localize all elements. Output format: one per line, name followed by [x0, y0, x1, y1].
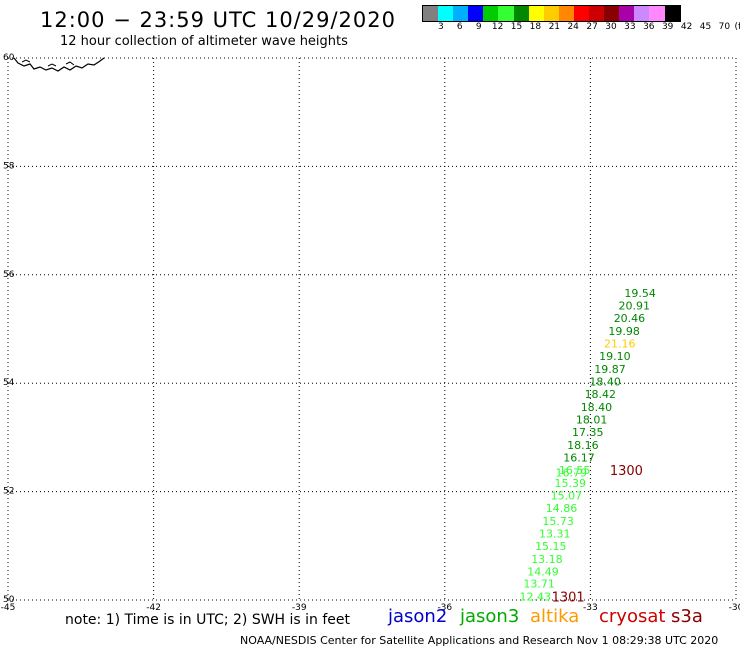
legend-cryosat: cryosat: [599, 606, 666, 627]
wave-height-value: 16.17: [563, 451, 595, 464]
color-swatch: [664, 6, 680, 21]
color-scale-tick-label: 45: [699, 22, 712, 32]
color-swatch: [468, 6, 484, 21]
color-scale-tick-label: 9: [475, 22, 482, 32]
color-swatch: [619, 6, 635, 21]
lat-tick-label: 60: [3, 53, 15, 63]
lat-tick-label: 50: [3, 595, 15, 605]
color-swatch: [558, 6, 574, 21]
wave-height-value: 18.01: [576, 414, 608, 427]
coastline-path: [13, 57, 105, 72]
lat-tick-label: 58: [3, 161, 15, 171]
lat-tick-label: 52: [3, 487, 14, 497]
credit-line: NOAA/NESDIS Center for Satellite Applica…: [240, 634, 719, 647]
wave-height-value: 21.16: [604, 338, 636, 351]
axis-tick-labels: -45 -42 -39 -36 -33 -30 50 52 54 56 58 60: [1, 53, 740, 613]
color-scale-tick-label: 70: [718, 22, 731, 32]
wave-height-value: 20.91: [619, 300, 651, 313]
wave-height-value: 19.54: [624, 287, 656, 300]
wave-height-value: 16.79: [555, 467, 587, 480]
legend-altika: altika: [530, 606, 580, 627]
wave-height-value: 18.16: [567, 439, 599, 452]
lat-tick-label: 56: [3, 270, 15, 280]
wave-height-value: 19.98: [608, 325, 640, 338]
color-swatch: [604, 6, 620, 21]
color-scale-tick-label: 6: [456, 22, 463, 32]
page-title: 12:00 − 23:59 UTC 10/29/2020: [40, 8, 397, 32]
lon-tick-label: -36: [437, 603, 452, 613]
lon-tick-label: -30: [729, 603, 740, 613]
color-scale-tick-label: 30: [605, 22, 617, 32]
time-label: 1301: [552, 591, 585, 606]
color-swatch: [498, 6, 514, 21]
wave-height-value: 19.10: [599, 350, 631, 363]
color-swatch: [453, 6, 469, 21]
wave-height-value: 18.42: [585, 388, 617, 401]
wave-height-value: 14.49: [527, 565, 559, 578]
wave-height-value: 13.31: [539, 527, 571, 540]
color-scale-tick-label: 33: [624, 22, 636, 32]
page-subtitle: 12 hour collection of altimeter wave hei…: [60, 34, 348, 49]
wave-height-value: 18.40: [589, 376, 621, 389]
wave-height-value: 14.86: [546, 502, 578, 515]
wave-height-value: 15.39: [554, 477, 586, 490]
wave-height-observations: 19.5420.9120.4619.9821.1619.1019.8718.40…: [520, 287, 656, 604]
color-scale-tick-label: 36: [643, 22, 655, 32]
color-scale-tick-label: 12: [491, 22, 504, 32]
lon-tick-label: -42: [146, 603, 161, 613]
legend-jason3: jason3: [460, 606, 520, 627]
wave-height-value: 20.46: [614, 312, 646, 325]
color-scale-tick-label: 27: [586, 22, 598, 32]
lon-tick-label: -45: [1, 603, 16, 613]
color-swatch: [483, 6, 499, 21]
color-swatch: [634, 6, 650, 21]
wave-height-value: 12.43: [520, 591, 552, 604]
map-grid: [7, 57, 737, 601]
time-labels: 1300 1301: [552, 464, 643, 606]
color-swatch: [589, 6, 605, 21]
color-swatch: [438, 6, 454, 21]
color-scale-tick-label: 3: [438, 22, 444, 32]
lat-tick-label: 54: [3, 378, 15, 388]
color-swatch: [649, 6, 665, 21]
color-scale-bar: [422, 5, 681, 22]
wave-height-value: 15.15: [535, 540, 567, 553]
legend-s3a: s3a: [671, 606, 703, 627]
footer-note: note: 1) Time is in UTC; 2) SWH is in fe…: [65, 612, 351, 628]
color-scale-tick-label: 15: [510, 22, 523, 32]
legend-jason2: jason2: [388, 606, 448, 627]
color-scale-tick-label: 18: [529, 22, 542, 32]
lon-tick-label: -33: [583, 603, 598, 613]
color-swatch: [528, 6, 544, 21]
color-scale-tick-label: 42: [680, 22, 693, 32]
wave-height-value: 15.07: [551, 489, 583, 502]
coastline-islands: [21, 59, 75, 67]
wave-height-value: 19.87: [594, 363, 626, 376]
color-scale-tick-label: 21: [548, 22, 561, 32]
lon-tick-label: -39: [292, 603, 307, 613]
wave-height-value: 15.73: [542, 515, 574, 528]
color-swatch: [543, 6, 559, 21]
wave-height-value: 13.18: [531, 553, 563, 566]
coastline: [13, 57, 105, 72]
color-swatch: [513, 6, 529, 21]
color-swatch: [573, 6, 590, 21]
wave-height-value: 17.35: [572, 426, 604, 439]
color-scale-tick-label: 24: [567, 22, 579, 32]
wave-height-value: 16.55: [559, 464, 591, 477]
color-swatch: [423, 6, 439, 21]
wave-height-value: 13.71: [523, 578, 555, 591]
color-scale-unit: (ft): [734, 22, 740, 32]
wave-height-value: 18.40: [581, 401, 613, 414]
time-label: 1300: [610, 464, 643, 479]
color-scale-tick-label: 39: [661, 22, 674, 32]
